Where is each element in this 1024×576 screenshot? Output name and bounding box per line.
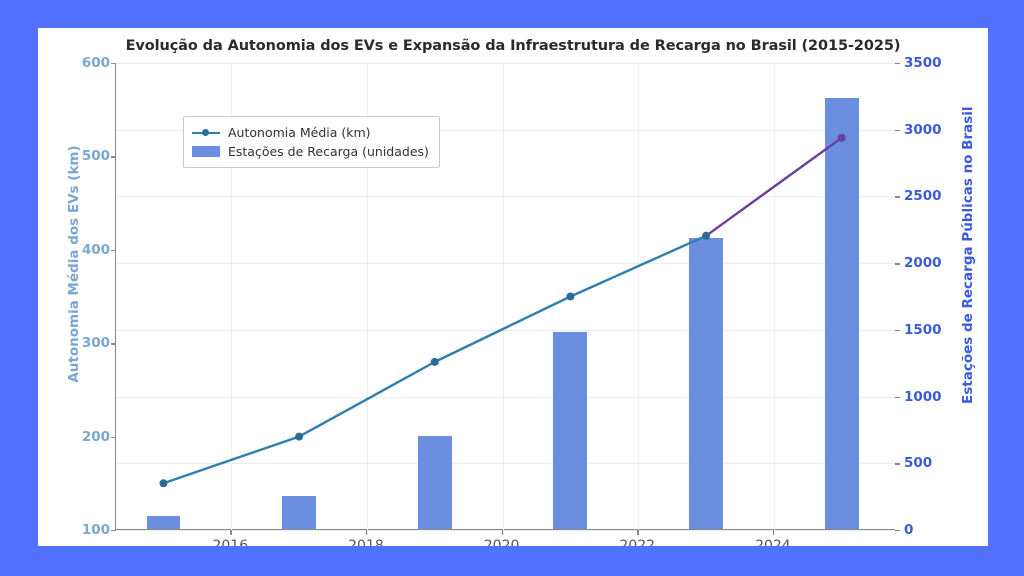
bar — [146, 515, 181, 529]
right-axis-tick-mark — [895, 530, 900, 532]
left-axis-tick-label: 300 — [81, 335, 110, 352]
left-axis-tick-mark — [111, 63, 116, 65]
gridline-horizontal — [116, 329, 896, 331]
legend-label-autonomia: Autonomia Média (km) — [228, 125, 371, 140]
gridline-horizontal — [116, 63, 896, 64]
left-axis-tick-label: 200 — [81, 428, 110, 445]
x-axis-tick-mark — [230, 530, 232, 535]
right-axis-tick-labels: 0 500 1000 1500 2000 2500 3000 3500 — [904, 55, 960, 538]
line-series — [159, 133, 846, 488]
left-axis-tick-label: 400 — [81, 241, 110, 258]
right-axis-tick-mark — [895, 196, 900, 198]
left-axis-tick-mark — [111, 156, 116, 158]
x-axis-tick-label: 2020 — [483, 538, 520, 546]
x-axis-tick-label: 2016 — [212, 538, 249, 546]
gridline-vertical — [231, 63, 233, 530]
left-axis-tick-label: 100 — [81, 522, 110, 538]
bar — [553, 331, 588, 529]
chart-legend: Autonomia Média (km) Estações de Recarga… — [183, 116, 440, 168]
x-axis-tick-mark — [501, 530, 503, 535]
right-axis-tick-label: 1000 — [904, 388, 942, 405]
bar — [282, 495, 317, 529]
line-data-point — [295, 432, 304, 441]
line-segment — [569, 234, 708, 298]
line-segment — [704, 136, 843, 237]
bar — [689, 238, 724, 529]
bar-patch-icon — [192, 146, 220, 157]
x-axis-tick-labels: 2016 2018 2020 2022 2024 — [115, 530, 895, 546]
right-axis-tick-label: 500 — [904, 455, 933, 472]
line-data-point — [566, 292, 575, 301]
gridline-horizontal — [116, 129, 896, 131]
chart-figure: Evolução da Autonomia dos EVs e Expansão… — [38, 28, 988, 546]
right-axis-tick-mark — [895, 129, 900, 132]
left-axis-tick-mark — [111, 343, 116, 345]
x-axis-tick-mark — [365, 530, 368, 535]
plot-area — [111, 63, 900, 532]
right-axis-tick-label: 1500 — [904, 321, 942, 338]
right-axis-tick-label: 3000 — [904, 121, 942, 138]
left-axis-tick-mark — [111, 249, 116, 252]
gridline-horizontal — [116, 530, 896, 531]
left-axis-tick-label: 500 — [81, 148, 110, 165]
right-axis-tick-mark — [895, 63, 900, 65]
gridline-vertical — [366, 63, 368, 530]
gridline-horizontal — [116, 196, 896, 198]
left-axis-tick-mark — [111, 436, 116, 438]
line-data-point — [837, 133, 846, 142]
line-segment — [297, 360, 436, 438]
bar — [417, 435, 452, 529]
gridline-vertical — [502, 63, 504, 530]
line-marker-icon — [192, 127, 220, 139]
x-axis-tick-mark — [772, 530, 775, 535]
gridline-horizontal — [116, 463, 896, 465]
right-axis-tick-mark — [895, 329, 900, 332]
left-axis-tick-mark — [111, 530, 116, 532]
x-axis-tick-label: 2022 — [619, 538, 656, 546]
left-axis-title: Autonomia Média dos EVs (km) — [66, 145, 82, 383]
right-axis-tick-mark — [895, 396, 900, 398]
x-axis-tick-label: 2018 — [348, 538, 384, 546]
legend-label-estacoes: Estações de Recarga (unidades) — [228, 144, 429, 159]
gridline-vertical — [638, 63, 640, 530]
right-axis-title: Estações de Recarga Públicas no Brasil — [960, 106, 976, 404]
line-data-point — [159, 479, 168, 488]
x-axis-tick-mark — [637, 530, 639, 535]
legend-item-bar: Estações de Recarga (unidades) — [192, 142, 429, 161]
gridline-vertical — [773, 63, 775, 530]
right-axis-tick-mark — [895, 263, 900, 265]
legend-item-line: Autonomia Média (km) — [192, 123, 429, 142]
x-axis-tick-label: 2024 — [755, 538, 791, 546]
line-data-point — [430, 357, 439, 366]
right-axis-tick-label: 0 — [904, 522, 914, 538]
right-axis-tick-label: 2000 — [904, 255, 942, 272]
line-segment — [162, 435, 301, 485]
right-axis-tick-label: 2500 — [904, 188, 942, 205]
left-axis-tick-label: 600 — [81, 55, 110, 71]
line-data-point — [702, 231, 711, 240]
gridline-horizontal — [116, 263, 896, 265]
right-axis-tick-mark — [895, 463, 900, 465]
line-segment — [433, 295, 572, 364]
left-axis-tick-labels: 100 200 300 400 500 600 — [58, 55, 110, 538]
right-axis-tick-label: 3500 — [904, 55, 942, 71]
bar — [824, 98, 859, 529]
chart-panel: Evolução da Autonomia dos EVs e Expansão… — [38, 28, 988, 546]
gridline-horizontal — [116, 396, 896, 398]
chart-title: Evolução da Autonomia dos EVs e Expansão… — [125, 38, 901, 54]
